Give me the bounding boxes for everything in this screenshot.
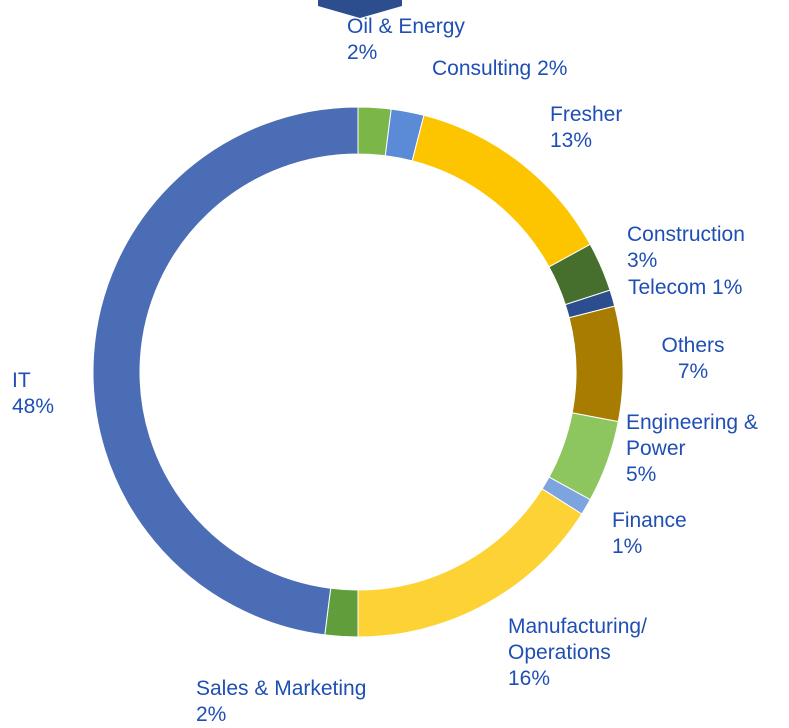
category-name: Finance: [612, 509, 687, 532]
segment-label: Sales & Marketing 2%: [196, 676, 436, 728]
segment-label: Engineering & Power 5%: [626, 410, 781, 488]
value-label: 3%: [627, 249, 658, 272]
donut-segment: [568, 305, 624, 423]
segment-label: Finance 1%: [612, 508, 732, 560]
category-name: Oil & Energy: [347, 15, 465, 38]
value-label: 5%: [626, 463, 657, 486]
category-name: Fresher: [550, 103, 623, 126]
segment-label: Others 7%: [648, 333, 738, 385]
segment-label: Fresher 13%: [550, 102, 670, 154]
value-label: 16%: [508, 667, 551, 690]
category-name: Others: [661, 334, 725, 357]
header-arrow: [318, 0, 402, 18]
category-name: Engineering & Power: [626, 411, 758, 460]
category-name: IT: [12, 369, 31, 392]
segment-label: Oil & Energy 2%: [347, 14, 507, 66]
segment-label: Telecom 1%: [628, 275, 788, 301]
segment-label: Consulting 2%: [432, 56, 652, 82]
value-label: 13%: [550, 129, 593, 152]
category-name: Telecom: [628, 276, 707, 299]
category-name: Consulting: [432, 57, 532, 80]
value-label: 7%: [677, 360, 709, 383]
value-label: 48%: [12, 395, 55, 418]
value-label: 1%: [712, 276, 743, 299]
segment-label: Manufacturing/ Operations 16%: [508, 614, 703, 692]
segment-label: IT 48%: [12, 368, 92, 420]
donut-segment: [92, 106, 359, 636]
category-name: Manufacturing/ Operations: [508, 615, 647, 664]
segment-label: Construction 3%: [627, 222, 787, 274]
value-label: 2%: [537, 57, 568, 80]
value-label: 2%: [347, 41, 378, 64]
category-name: Construction: [627, 223, 745, 246]
category-name: Sales & Marketing: [196, 677, 367, 700]
value-label: 1%: [612, 535, 643, 558]
value-label: 2%: [196, 703, 227, 726]
